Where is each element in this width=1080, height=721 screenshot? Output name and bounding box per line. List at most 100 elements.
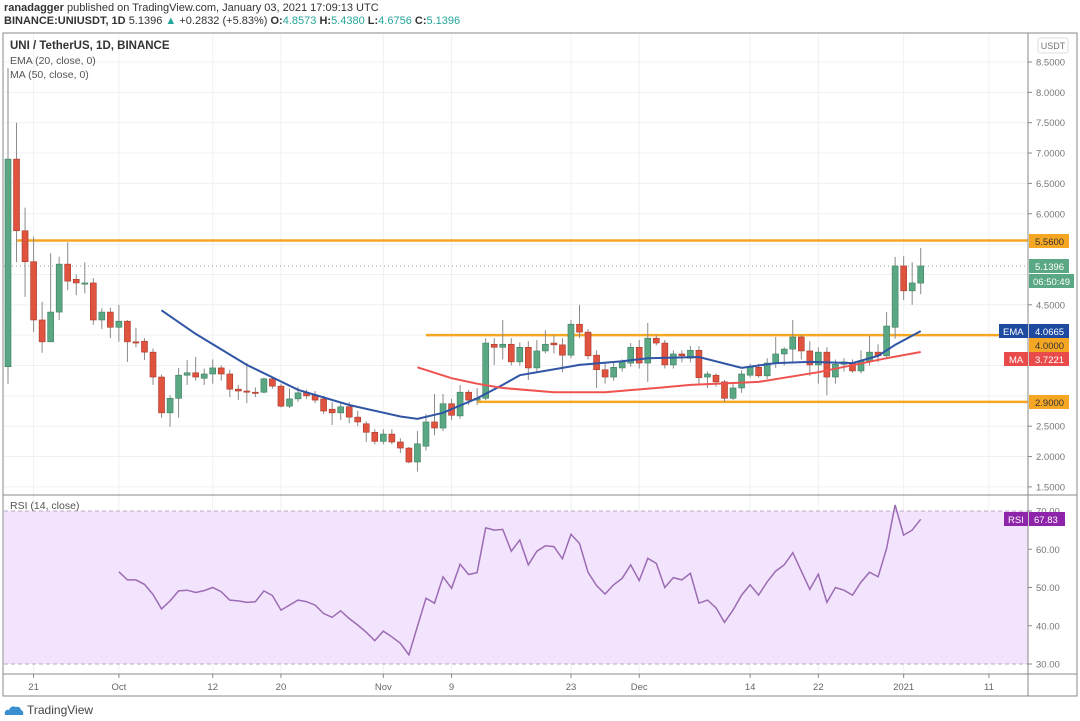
horizontal-levels[interactable] (16, 239, 1028, 404)
price-axis[interactable]: 8.5000 8.0000 7.5000 7.0000 6.5000 6.0000 4.50… (1028, 58, 1065, 494)
candle-body (397, 441, 404, 449)
candle-body (772, 353, 780, 364)
candle-body (235, 388, 242, 392)
candle (132, 327, 140, 348)
candle-body (286, 398, 293, 407)
publish-info: ranadagger published on TradingView.com,… (4, 2, 379, 14)
candle (47, 253, 54, 343)
x-tick-label: 23 (566, 682, 577, 693)
time-axis[interactable]: 21 Oct 12 20 Nov 9 23 Dec 14 22 2021 11 (28, 674, 994, 693)
candle-body (721, 381, 728, 399)
candle-body (499, 343, 507, 348)
candle-body (183, 372, 191, 376)
cloud-icon (4, 706, 24, 715)
ema-badge-text: 4.0665 (1035, 327, 1064, 338)
ma-tag-text: MA (1009, 355, 1024, 366)
rsi-tick-label: 40.00 (1036, 621, 1060, 632)
candle (107, 307, 114, 339)
candle (678, 350, 686, 363)
last-price-badge (1029, 259, 1069, 273)
x-tick-label: 11 (984, 682, 994, 693)
x-tick-label: 14 (745, 682, 756, 693)
ma-tag (1004, 352, 1028, 366)
candle (183, 360, 191, 385)
candle (354, 411, 362, 427)
candle (388, 429, 396, 445)
tradingview-logo[interactable]: TradingView (4, 703, 93, 717)
candle-body (482, 342, 489, 399)
candle (908, 262, 916, 305)
candle-body (209, 367, 217, 375)
candle-body (917, 265, 925, 284)
candle (243, 363, 251, 404)
price-change: +0.2832 (+5.83%) (179, 15, 268, 27)
candle (789, 319, 797, 363)
close-value: 5.1396 (426, 15, 461, 27)
candle-body (328, 408, 336, 414)
x-tick-label: Dec (631, 682, 648, 693)
candle-body (883, 325, 890, 357)
candle-body (354, 416, 362, 423)
candle (414, 431, 421, 472)
candle (200, 368, 208, 385)
candle (670, 350, 677, 369)
candle-body (380, 433, 387, 442)
candle-body (832, 363, 839, 378)
candle-body (891, 265, 899, 328)
x-tick-label: 21 (28, 682, 39, 693)
chart-frame (2, 32, 1078, 697)
candle-body (38, 319, 46, 343)
candle (38, 301, 46, 353)
candle (507, 338, 515, 366)
candle (328, 401, 336, 425)
candle-body (635, 346, 643, 364)
candle (98, 308, 106, 330)
last-price: 5.1396 (128, 15, 163, 27)
candle (405, 446, 413, 464)
resistance-badge (1029, 234, 1069, 248)
candle (277, 383, 285, 408)
candle-body (388, 433, 396, 443)
candle (380, 429, 387, 445)
candle-body (823, 351, 831, 378)
candle (593, 350, 600, 388)
ma-legend[interactable]: MA (50, close, 0) (10, 69, 89, 81)
candle (175, 367, 182, 418)
ma-badge (1029, 352, 1069, 366)
candle-body (107, 311, 114, 328)
candle-body (72, 279, 80, 284)
candle (738, 370, 745, 393)
candle-body (908, 282, 916, 292)
currency-box[interactable] (1037, 37, 1069, 54)
candle-body (47, 311, 54, 343)
candle-body (13, 158, 20, 232)
publisher-name[interactable]: ranadagger (4, 2, 64, 14)
candle-body (422, 421, 430, 447)
candle (661, 340, 669, 369)
candle-body (661, 342, 669, 366)
candle (550, 335, 558, 354)
published-text: published on TradingView.com, January 03… (66, 2, 379, 14)
last-price-badge-text: 5.1396 (1035, 262, 1064, 273)
badges: 5.5600 5.1396 06:50:49 EMA 4.0665 4.0000… (999, 234, 1074, 526)
support-mid-badge (1029, 338, 1069, 352)
rsi-legend[interactable]: RSI (14, close) (10, 500, 80, 512)
candle (900, 256, 907, 300)
candle (729, 383, 737, 401)
candle (4, 68, 12, 384)
candle (72, 274, 80, 296)
support-mid-badge-text: 4.0000 (1035, 341, 1064, 352)
candle (584, 329, 592, 360)
candle (422, 414, 430, 451)
currency-label: USDT (1041, 41, 1066, 51)
candle-body (345, 406, 353, 418)
countdown-badge (1029, 274, 1074, 288)
candle (235, 384, 242, 401)
candle-body (115, 320, 123, 328)
candle-body (601, 369, 609, 378)
candle-body (704, 373, 711, 378)
y-tick-label: 7.5000 (1036, 118, 1065, 129)
ema-legend[interactable]: EMA (20, close, 0) (10, 55, 96, 67)
